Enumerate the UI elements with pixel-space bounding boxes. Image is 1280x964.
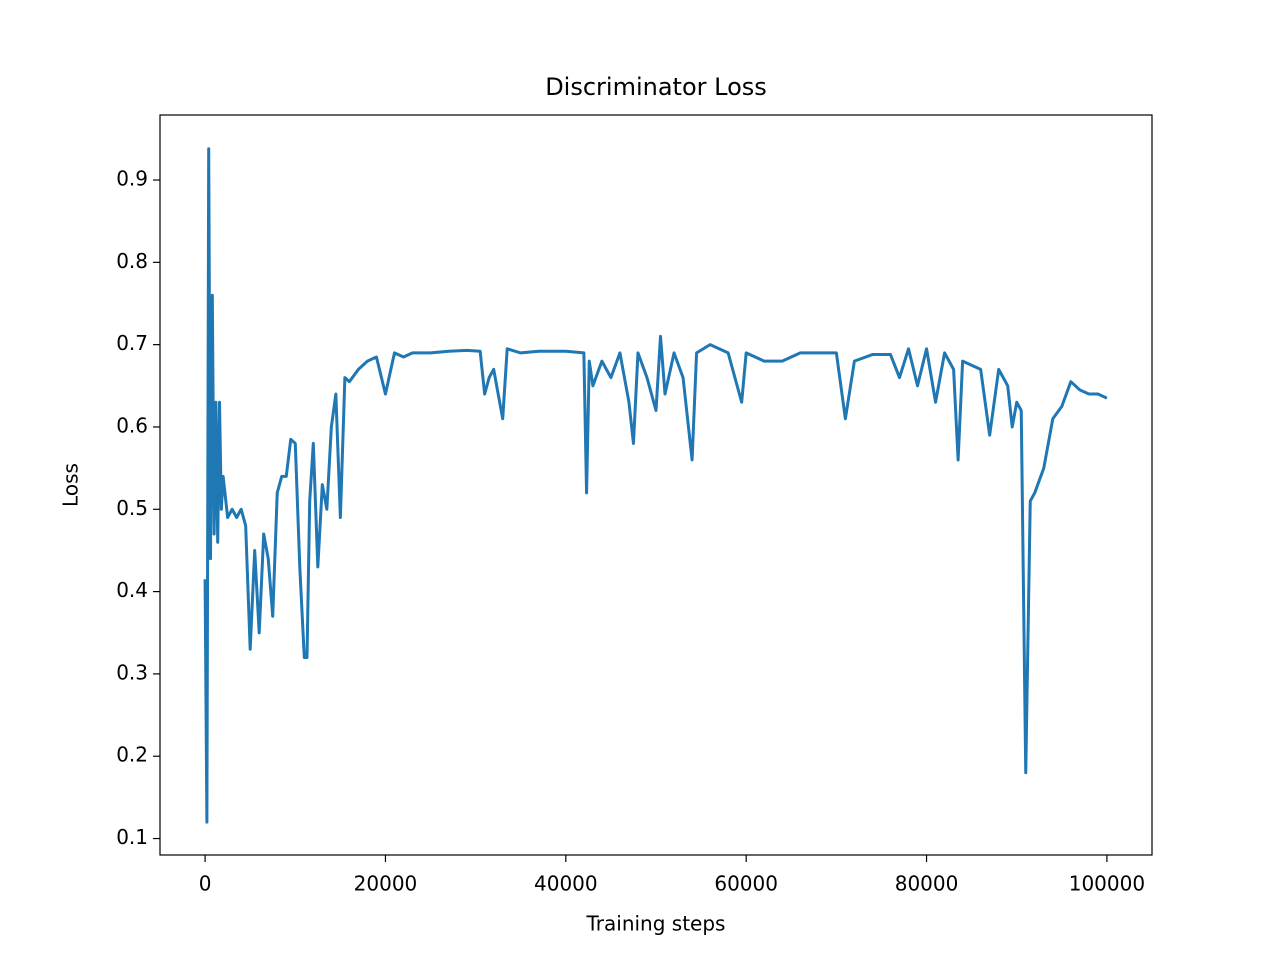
plot-frame <box>159 114 1153 856</box>
y-axis-label: Loss <box>59 463 83 507</box>
x-tick-label: 60000 <box>714 872 778 896</box>
y-tick-label: 0.3 <box>116 660 148 684</box>
x-tick-label: 0 <box>199 872 212 896</box>
x-tick-label: 40000 <box>534 872 598 896</box>
x-tick-label: 80000 <box>895 872 959 896</box>
x-tick-label: 100000 <box>1069 872 1145 896</box>
y-tick-label: 0.2 <box>116 743 148 767</box>
x-axis-label: Training steps <box>586 912 726 936</box>
y-tick-label: 0.9 <box>116 167 148 191</box>
y-tick-label: 0.7 <box>116 331 148 355</box>
y-tick-label: 0.8 <box>116 249 148 273</box>
x-tick-label: 20000 <box>354 872 418 896</box>
y-tick-label: 0.1 <box>116 825 148 849</box>
y-tick-label: 0.6 <box>116 413 148 437</box>
y-tick-label: 0.4 <box>116 578 148 602</box>
y-tick-label: 0.5 <box>116 496 148 520</box>
chart-title: Discriminator Loss <box>545 73 767 101</box>
data-line <box>203 147 1108 824</box>
